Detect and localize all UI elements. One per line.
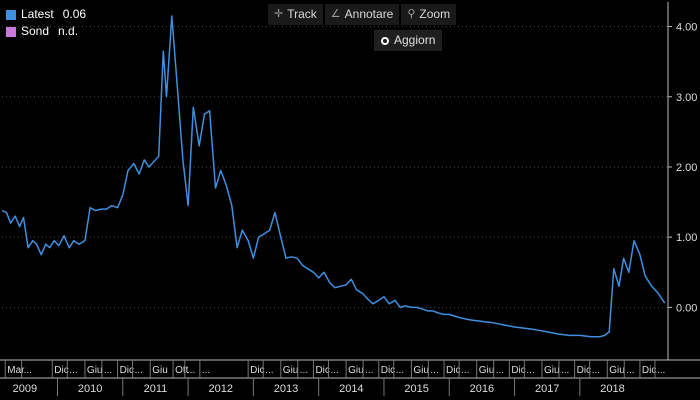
track-button[interactable]: ✛ Track: [268, 4, 323, 25]
legend-swatch-latest: [6, 9, 16, 20]
x-tick-label: Giu: [348, 365, 364, 376]
x-tick-label: ...: [202, 365, 210, 376]
x-year-label: 2014: [339, 383, 363, 395]
legend-item-sond: Sond n.d.: [6, 23, 86, 40]
x-tick-label: Dic: [381, 365, 395, 376]
x-tick-label: Giu: [609, 365, 625, 376]
x-tick-label: Giu: [87, 365, 103, 376]
x-tick-label: ...: [69, 365, 77, 376]
x-tick-label: Giu: [283, 365, 299, 376]
legend-label-sond: Sond: [21, 24, 50, 38]
legend-value-latest: 0.06: [62, 7, 87, 21]
x-tick-label: ...: [626, 365, 634, 376]
y-tick-label: 1.00: [676, 232, 697, 244]
grid-lines: [2, 26, 668, 308]
crosshair-icon: ✛: [274, 8, 284, 20]
legend-swatch-sond: [6, 26, 16, 37]
x-tick-label: ...: [461, 365, 469, 376]
x-tick-label: Ott: [175, 365, 189, 376]
refresh-icon: [381, 36, 389, 45]
series-layer: [1, 15, 666, 338]
axes: [0, 2, 700, 379]
refresh-button[interactable]: Aggiorn: [374, 30, 443, 51]
x-tick-label: ...: [265, 365, 273, 376]
x-tick-label: Dic: [577, 365, 591, 376]
x-year-label: 2010: [78, 383, 102, 395]
legend-label-latest: Latest: [21, 7, 54, 21]
annotate-button[interactable]: ∠ Annotare: [324, 4, 400, 25]
y-tick-label: 4.00: [676, 22, 697, 34]
x-tick-label: Giu: [413, 365, 429, 376]
x-tick-label: Giu: [152, 365, 168, 376]
x-tick-label: ...: [496, 365, 504, 376]
x-tick-label: ...: [187, 365, 195, 376]
track-label: Track: [287, 7, 317, 21]
legend-item-latest: Latest 0.06: [6, 6, 86, 23]
series-line-0: [1, 15, 666, 338]
x-year-label: 2011: [144, 383, 168, 395]
x-tick-label: ...: [657, 365, 665, 376]
x-year-label: 2017: [535, 383, 559, 395]
x-tick-label: Dic: [250, 365, 264, 376]
x-tick-label: ...: [526, 365, 534, 376]
legend-value-sond: n.d.: [58, 24, 79, 38]
x-tick-label: Dic: [446, 365, 460, 376]
x-tick-label: ...: [365, 365, 373, 376]
x-tick-label: ...: [135, 365, 143, 376]
x-year-label: 2012: [208, 383, 232, 395]
x-tick-label: ...: [24, 365, 32, 376]
x-year-label: 2013: [274, 383, 298, 395]
x-tick-label: ...: [592, 365, 600, 376]
chart-toolbar: ✛ Track ∠ Annotare ⚲ Zoom: [268, 4, 457, 25]
pencil-icon: ∠: [330, 8, 341, 20]
legend: Latest 0.06 Sond n.d.: [6, 6, 86, 40]
x-axis-ticks: Mar... Dic... Giu... Dic... Giu Ott...... Dic.…: [4, 360, 665, 396]
zoom-button[interactable]: ⚲ Zoom: [401, 4, 457, 25]
y-tick-label: 2.00: [676, 162, 697, 174]
x-year-label: 2015: [404, 383, 428, 395]
x-tick-label: Dic: [642, 365, 656, 376]
x-year-label: 2016: [470, 383, 494, 395]
x-tick-label: Giu: [479, 365, 495, 376]
x-tick-label: ...: [430, 365, 438, 376]
y-tick-label: 0.00: [676, 302, 697, 314]
x-tick-label: Dic: [315, 365, 329, 376]
y-axis-ticks: 4.00 3.00 2.00 1.00 0.00: [668, 22, 697, 314]
x-tick-label: ...: [104, 365, 112, 376]
x-tick-label: Dic: [54, 365, 68, 376]
annotate-label: Annotare: [344, 7, 394, 21]
x-tick-label: Dic: [120, 365, 134, 376]
x-year-label: 2009: [13, 383, 37, 395]
y-tick-label: 3.00: [676, 92, 697, 104]
refresh-label: Aggiorn: [394, 33, 436, 47]
x-tick-label: ...: [561, 365, 569, 376]
x-tick-label: ...: [330, 365, 338, 376]
x-tick-label: ...: [300, 365, 308, 376]
x-tick-label: Giu: [544, 365, 560, 376]
x-tick-label: Mar: [7, 365, 25, 376]
x-tick-label: Dic: [511, 365, 525, 376]
x-tick-label: ...: [396, 365, 404, 376]
magnifier-icon: ⚲: [407, 8, 416, 20]
zoom-label: Zoom: [419, 7, 451, 21]
x-year-label: 2018: [600, 383, 624, 395]
